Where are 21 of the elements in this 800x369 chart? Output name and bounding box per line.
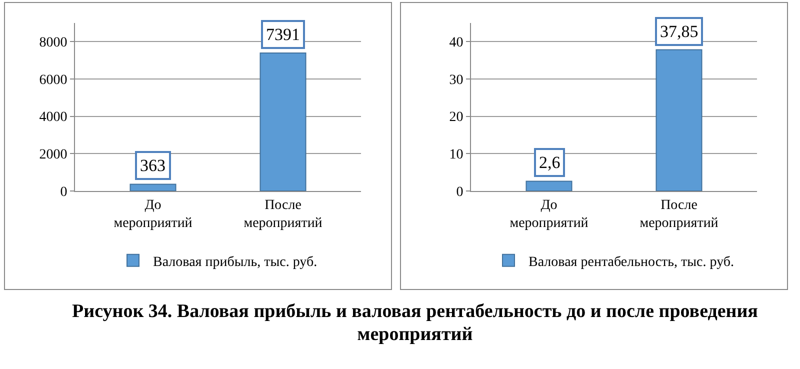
x-tick-label: До мероприятий <box>510 198 589 231</box>
data-label: 363 <box>140 156 166 175</box>
x-tick-label: До мероприятий <box>114 198 193 231</box>
y-tick-label: 0 <box>456 184 464 200</box>
text: Рисунок 34. Валовая прибыль и валовая рентабельность до и после проведения мероприятий <box>71 300 759 346</box>
data-label: 7391 <box>266 25 300 44</box>
data-label: 2,6 <box>539 153 560 172</box>
y-tick-label: 40 <box>449 36 464 51</box>
y-tick-label: 6000 <box>39 72 68 88</box>
legend-label: Валовая прибыль, тыс. руб. <box>153 254 318 270</box>
x-tick-label: После мероприятий <box>640 198 719 231</box>
y-tick-label: 10 <box>449 148 464 163</box>
y-tick-label: 2000 <box>39 148 68 163</box>
y-tick-label: 0 <box>60 184 68 200</box>
y-tick-label: 8000 <box>39 36 68 51</box>
x-tick-label: После мероприятий <box>244 198 323 231</box>
y-tick-label: 30 <box>449 72 464 88</box>
data-label: 37,85 <box>660 22 698 41</box>
y-tick-label: 4000 <box>39 110 68 126</box>
y-tick-label: 20 <box>449 110 464 126</box>
legend-label: Валовая рентабельность, тыс. руб. <box>528 254 734 270</box>
